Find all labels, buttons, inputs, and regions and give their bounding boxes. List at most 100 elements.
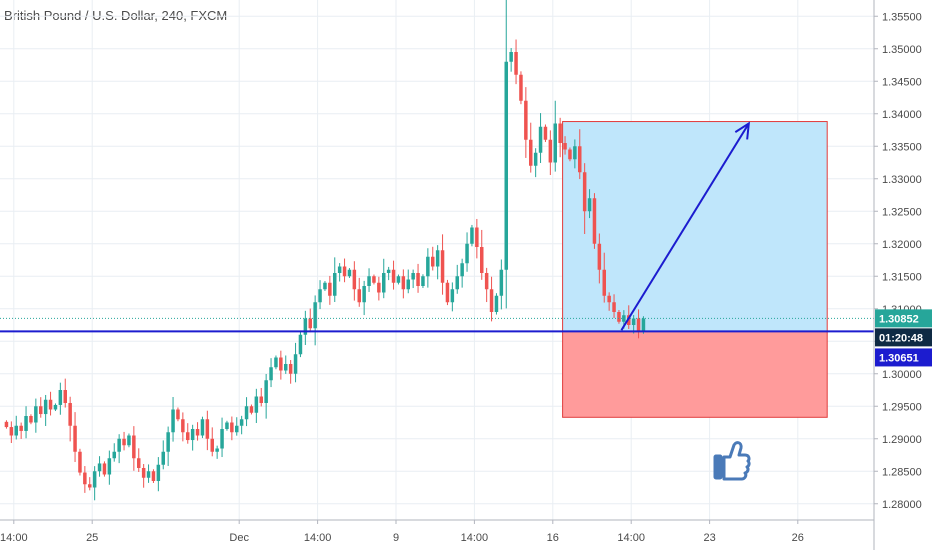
thumb-cuff [713, 454, 723, 480]
candle-body [445, 282, 450, 303]
candle-body [470, 227, 474, 244]
candle [470, 224, 474, 247]
candle [342, 258, 347, 283]
candle [68, 396, 72, 442]
candle [117, 434, 121, 464]
candle [102, 461, 107, 477]
candle [440, 234, 445, 295]
candle-body [529, 139, 533, 166]
candle-body [362, 286, 366, 303]
candle-body [367, 276, 371, 286]
x-tick-label: 23 [703, 532, 715, 544]
candle-body [313, 302, 317, 329]
candle [230, 416, 234, 441]
candle [132, 426, 136, 471]
candle [480, 229, 484, 280]
candle [92, 466, 97, 501]
candle-body [48, 399, 53, 410]
candle [333, 257, 337, 303]
candle [195, 422, 200, 441]
last-price-badge-bg [875, 309, 932, 328]
candle [39, 397, 43, 418]
candle-body [279, 357, 283, 371]
candle-body [230, 422, 234, 433]
candle-body [200, 419, 205, 436]
candle [558, 117, 562, 158]
candle [519, 71, 523, 105]
candle-body [494, 295, 499, 312]
candle-body [293, 354, 298, 374]
countdown-badge-text: 01:20:48 [879, 332, 923, 344]
y-tick-label: 1.32000 [882, 239, 922, 251]
candle-body [107, 458, 112, 475]
candle [445, 279, 450, 306]
candle-body [166, 432, 170, 452]
candle-body [509, 52, 513, 62]
position-zones [562, 121, 828, 418]
candle-body [578, 146, 582, 173]
candle-body [333, 273, 337, 296]
candle [151, 469, 156, 483]
candle [235, 417, 239, 436]
candle [548, 130, 553, 176]
arrow-head [734, 121, 751, 140]
trend-arrow [620, 121, 751, 331]
candle [190, 424, 195, 451]
candle-body [9, 427, 14, 436]
y-tick-label: 1.35000 [882, 44, 922, 56]
candle [617, 310, 621, 324]
candle [347, 268, 352, 278]
candle-body [622, 315, 626, 322]
x-tick-label: 14:00 [461, 532, 489, 544]
candle-body [117, 438, 121, 452]
candle [298, 331, 303, 358]
candle [636, 309, 641, 339]
candle-body [597, 243, 602, 270]
candle [362, 280, 366, 316]
candle [9, 421, 14, 444]
candle [382, 258, 386, 299]
candle-body [220, 429, 224, 449]
level-lines [0, 317, 874, 333]
countdown-badge-bg [875, 328, 932, 347]
candle-body [186, 432, 190, 441]
candle [63, 378, 67, 408]
candle [210, 427, 214, 457]
candle-body [97, 463, 102, 472]
x-tick-label: 9 [393, 532, 399, 544]
candle-body [298, 334, 303, 355]
y-tick-label: 1.28000 [882, 499, 922, 511]
candle [225, 420, 229, 431]
candle [421, 274, 425, 288]
candle [269, 358, 273, 388]
candle [357, 277, 361, 307]
candle-body [137, 458, 141, 468]
candle-body [396, 276, 401, 283]
candle [107, 450, 112, 485]
x-tick-label: 14:00 [304, 532, 332, 544]
candle-body [553, 123, 557, 163]
candle-body [284, 364, 288, 371]
candle-body [475, 227, 479, 247]
candle-body [426, 256, 430, 277]
candle-body [347, 269, 352, 277]
y-tick-label: 1.33500 [882, 141, 922, 153]
candle-body [53, 404, 58, 410]
candle-body [337, 266, 342, 273]
candle [587, 189, 592, 219]
candle [122, 431, 126, 451]
candle [529, 122, 533, 173]
candle [543, 124, 548, 143]
candle [220, 417, 224, 458]
candle [244, 397, 249, 427]
candle-body [132, 435, 136, 459]
candle [475, 218, 479, 259]
candle [431, 246, 435, 271]
candle-body [195, 429, 200, 436]
candle-body [440, 250, 445, 283]
candle-body [92, 471, 97, 488]
candle-body [558, 123, 562, 143]
candle-body [391, 269, 396, 283]
x-tick-label: 14:00 [617, 532, 645, 544]
